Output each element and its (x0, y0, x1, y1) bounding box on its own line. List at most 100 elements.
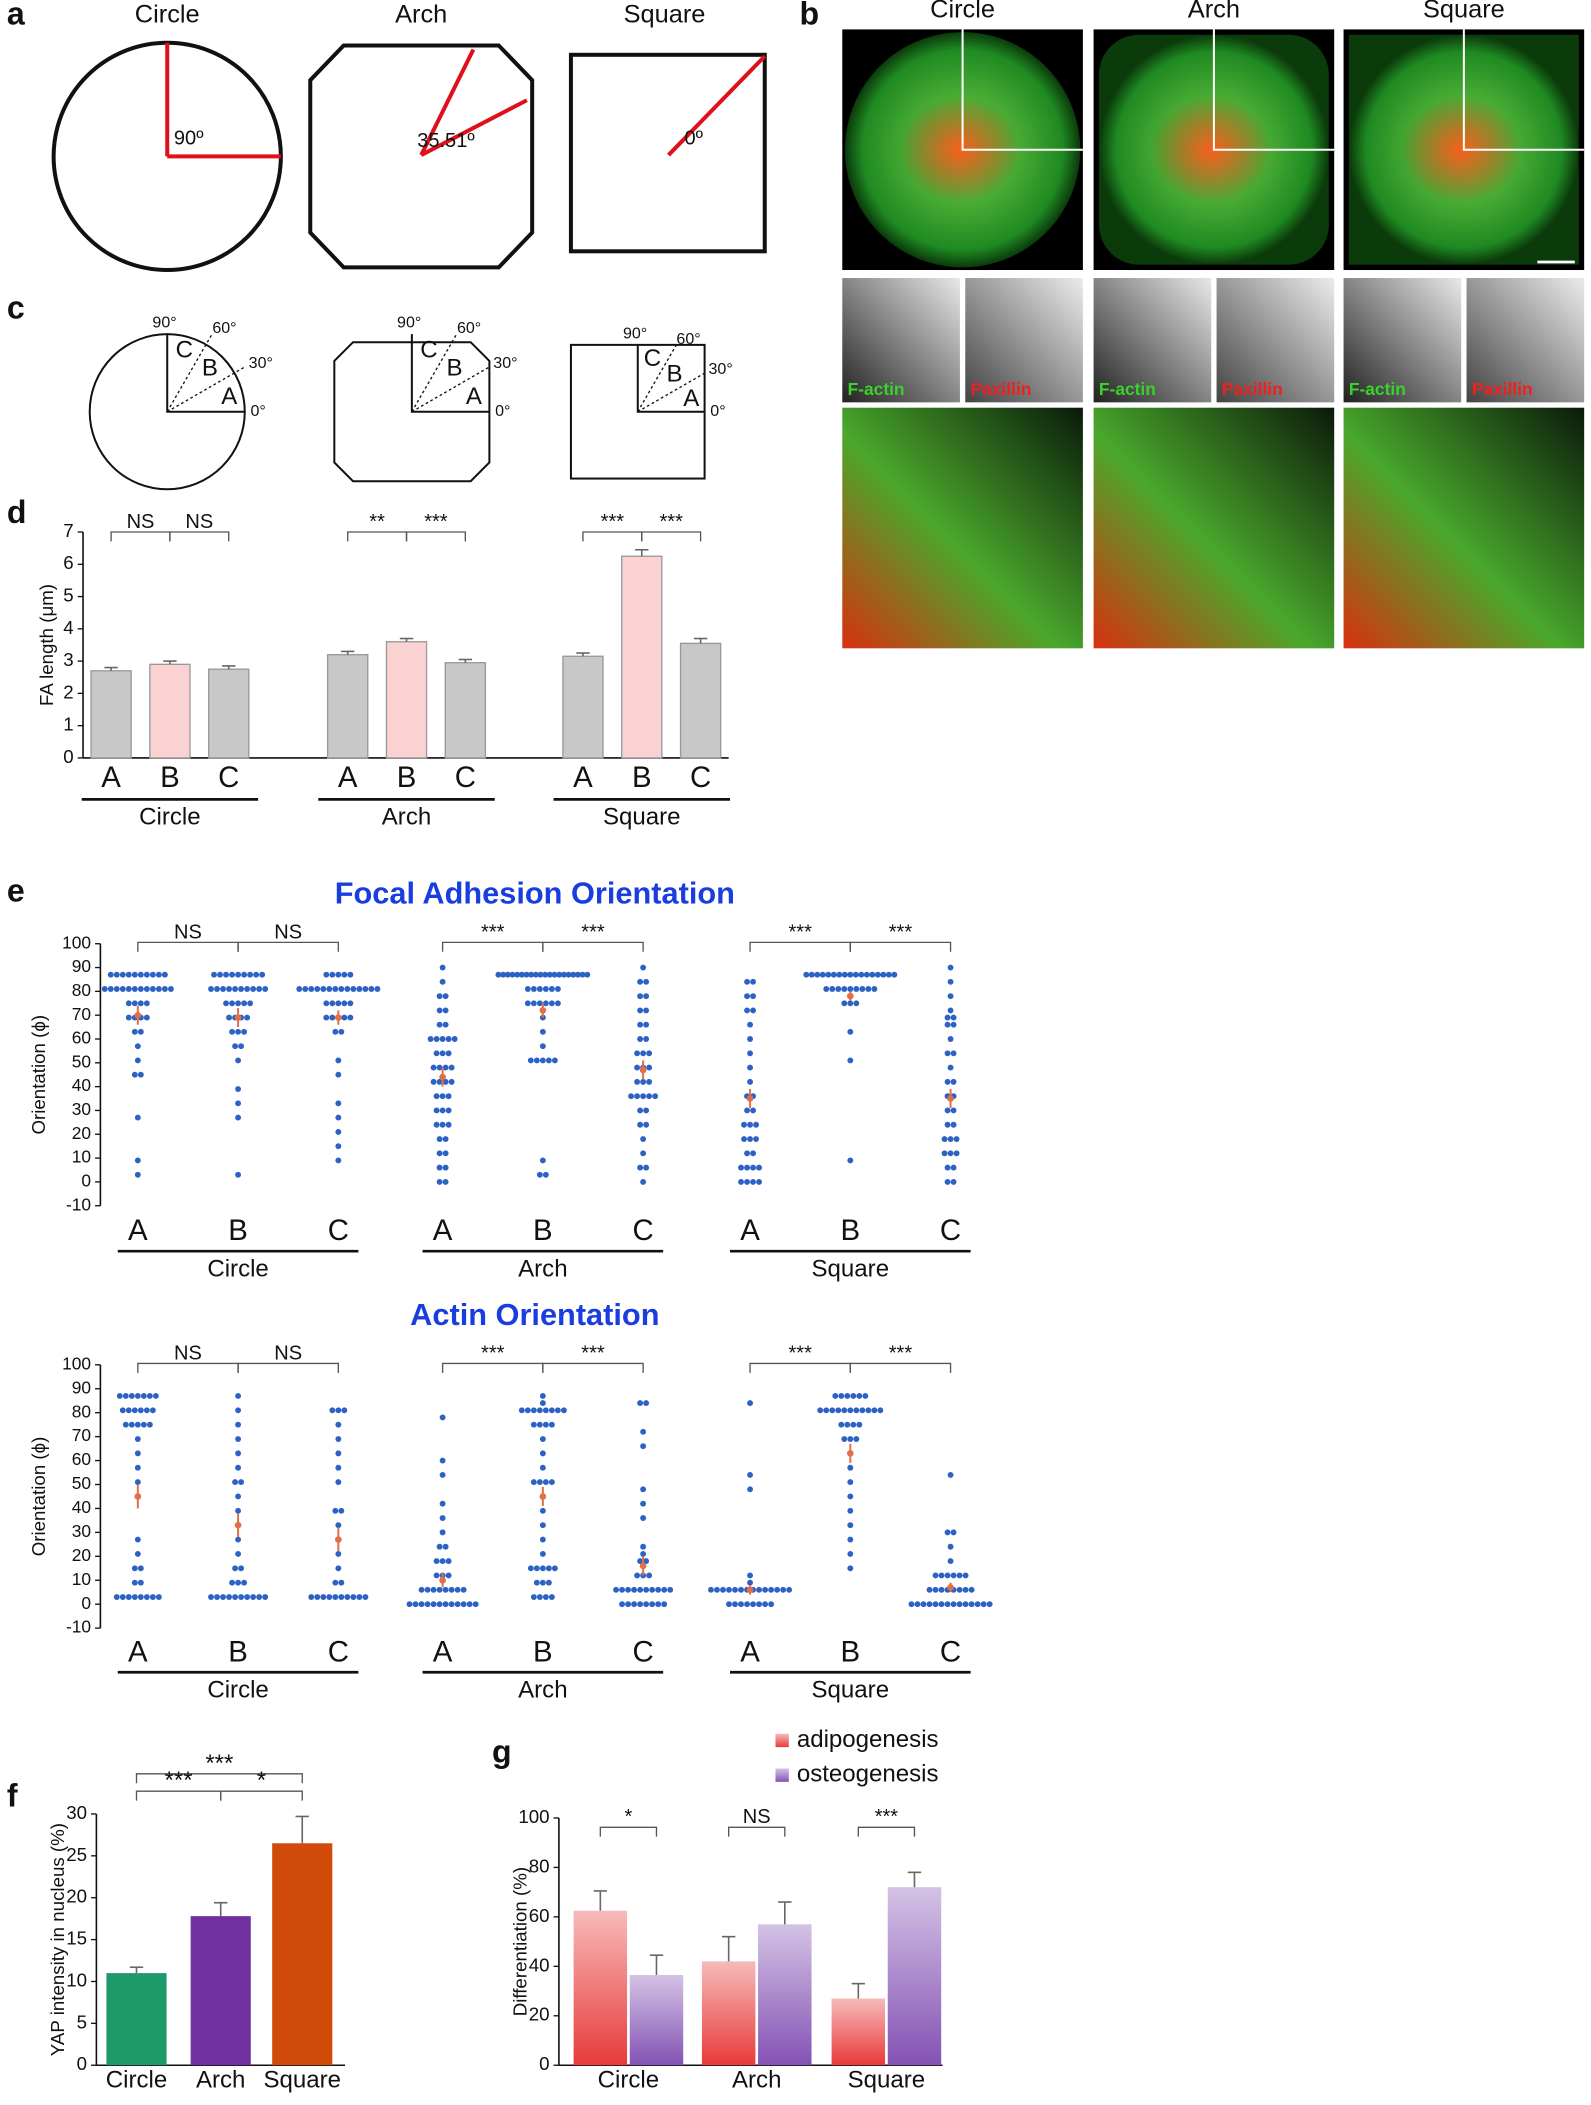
dot (885, 971, 892, 978)
dot (436, 1007, 443, 1014)
dot (107, 971, 114, 978)
dot (938, 1601, 945, 1608)
dot (442, 1164, 449, 1171)
shape-title: Square (624, 1, 706, 29)
angle-label: 60° (676, 330, 700, 348)
micrograph-zoom (1093, 407, 1335, 649)
dot (116, 1392, 123, 1399)
y-tick-label: 0 (81, 1171, 91, 1191)
dot (546, 971, 553, 978)
dot (530, 1000, 537, 1007)
dot (134, 1550, 141, 1557)
dot (335, 1157, 342, 1164)
dot (524, 1407, 531, 1414)
dot (442, 1078, 449, 1085)
dot (134, 1043, 141, 1050)
mean-marker (947, 1095, 954, 1102)
y-tick-label: 100 (62, 1353, 91, 1373)
dot (442, 1021, 449, 1028)
y-tick-label: 25 (66, 1844, 87, 1865)
dot (436, 1601, 443, 1608)
dot (235, 1464, 242, 1471)
dot (542, 1421, 549, 1428)
micrograph (1216, 278, 1335, 403)
x-tick-label: C (632, 1635, 653, 1668)
dot (161, 971, 168, 978)
dot (968, 1601, 975, 1608)
dot (229, 1579, 236, 1586)
dot (445, 1036, 452, 1042)
dot (226, 1594, 233, 1600)
dot (825, 971, 832, 978)
dot (744, 978, 750, 985)
dot (119, 1594, 126, 1600)
y-tick-label: 50 (72, 1473, 91, 1493)
dot (863, 971, 870, 978)
significance-label: *** (889, 921, 913, 943)
dot (847, 1157, 854, 1164)
dot (350, 1594, 357, 1600)
dot (750, 1601, 756, 1608)
dot (244, 1594, 251, 1600)
x-tick-label: Circle (106, 2067, 167, 2094)
dot (259, 971, 266, 978)
dot (646, 1572, 653, 1579)
dot (950, 1078, 957, 1085)
dot (155, 986, 162, 992)
dot (232, 1594, 239, 1600)
dot (744, 1178, 750, 1185)
dot (244, 986, 251, 992)
y-tick-label: 0 (81, 1593, 91, 1613)
region-label: A (466, 383, 482, 410)
dot (643, 1586, 650, 1593)
significance-label: * (625, 1806, 633, 1828)
dot (250, 1594, 257, 1600)
panel-letter: d (7, 494, 27, 530)
significance-label: NS (174, 921, 202, 943)
y-tick-label: 60 (72, 1028, 91, 1048)
dot (211, 971, 217, 978)
dot (338, 1028, 345, 1035)
dot (908, 1601, 915, 1608)
dot (643, 1021, 650, 1028)
dot (445, 1107, 452, 1114)
x-tick-label: Arch (732, 2067, 781, 2094)
dot (335, 1464, 342, 1471)
dot (430, 1586, 437, 1593)
y-tick-label: 20 (72, 1123, 91, 1143)
dot (329, 1000, 336, 1007)
dot (835, 1407, 842, 1414)
dot (326, 1594, 333, 1600)
dot (838, 1421, 845, 1428)
bar (629, 1974, 684, 2066)
dot (871, 986, 878, 992)
dot (941, 1150, 948, 1157)
dot (637, 993, 644, 1000)
dot (439, 1515, 446, 1521)
x-tick-label: C (690, 761, 711, 794)
column-title: Circle (930, 0, 995, 23)
dot (226, 1014, 233, 1021)
dot (944, 1078, 951, 1085)
group-label: Arch (518, 1255, 567, 1282)
dot (570, 971, 577, 978)
y-tick-label: 100 (62, 932, 91, 952)
dot (640, 1486, 647, 1493)
significance-bracket (137, 941, 239, 952)
bar (272, 1843, 333, 2066)
significance-label: *** (581, 921, 605, 943)
panel-letter: c (7, 290, 25, 326)
dot (433, 1107, 440, 1114)
dot (350, 986, 357, 992)
angle-label: 0° (710, 402, 725, 420)
dot (874, 971, 881, 978)
significance-label: ** (369, 511, 385, 533)
dot (768, 1601, 775, 1608)
dot (448, 1586, 455, 1593)
dot (847, 1493, 854, 1500)
crosshair (1462, 29, 1585, 151)
dot (134, 1436, 141, 1442)
dot (537, 971, 544, 978)
y-tick-label: 100 (518, 1806, 549, 1827)
bar (562, 655, 604, 759)
